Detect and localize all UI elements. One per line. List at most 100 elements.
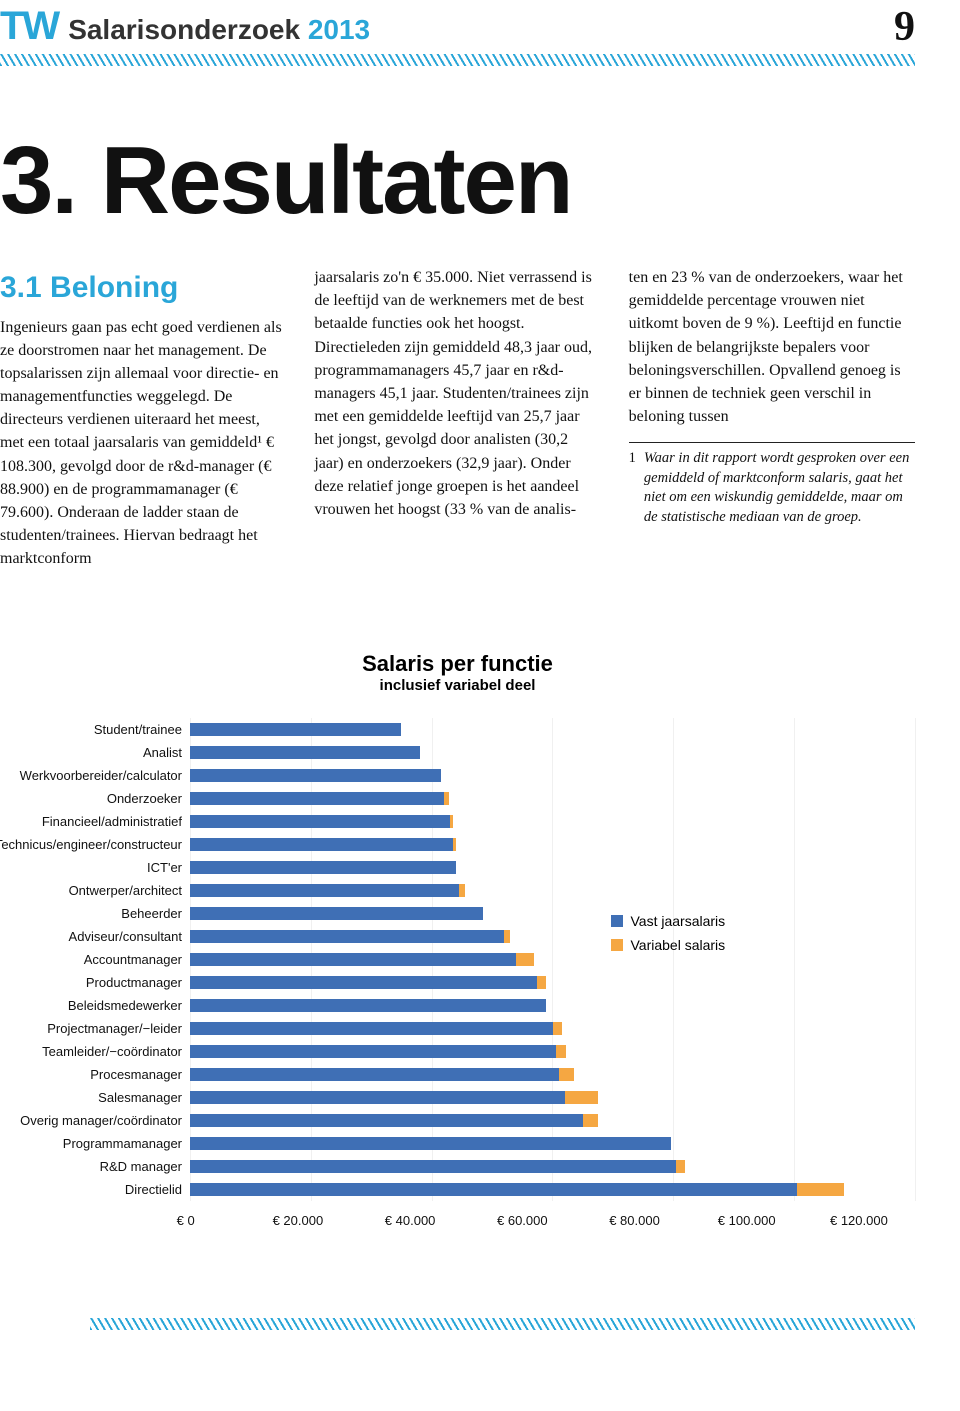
chart-y-label: Teamleider/−coördinator <box>0 1040 190 1063</box>
body-col2-text: jaarsalaris zo'n € 35.000. Niet verrasse… <box>314 266 600 521</box>
chart-bar-row <box>190 1178 915 1201</box>
legend-swatch <box>611 915 623 927</box>
chart-y-label: R&D manager <box>0 1155 190 1178</box>
bar-fixed <box>190 723 401 736</box>
chart-bar-row <box>190 1109 915 1132</box>
bar-variable <box>559 1068 574 1081</box>
col-2: jaarsalaris zo'n € 35.000. Niet verrasse… <box>314 266 600 521</box>
chart-y-label: Student/trainee <box>0 718 190 741</box>
chart-bar-row <box>190 810 915 833</box>
page-number: 9 <box>894 6 915 48</box>
survey-title: Salarisonderzoek 2013 <box>68 14 370 46</box>
subsection-heading: 3.1 Beloning <box>0 266 286 310</box>
chart-y-labels: Student/traineeAnalistWerkvoorbereider/c… <box>0 718 190 1201</box>
bar-fixed <box>190 953 516 966</box>
chart-bar-row <box>190 902 915 925</box>
footnote-separator <box>629 442 915 443</box>
bar-variable <box>583 1114 598 1127</box>
chart-bar-row <box>190 948 915 971</box>
footer-rule <box>90 1318 915 1330</box>
bar-fixed <box>190 861 456 874</box>
bar-fixed <box>190 999 546 1012</box>
chart-y-label: Beheerder <box>0 902 190 925</box>
body-col3-text: ten en 23 % van de onderzoekers, waar he… <box>629 266 915 428</box>
brand-block: TW Salarisonderzoek 2013 <box>0 6 370 46</box>
chart-y-label: Ontwerper/architect <box>0 879 190 902</box>
chart-bar-row <box>190 718 915 741</box>
chart-bar-row <box>190 1155 915 1178</box>
chart-bar-row <box>190 1132 915 1155</box>
bar-variable <box>565 1091 598 1104</box>
chart-legend: Vast jaarsalaris Variabel salaris <box>611 913 726 953</box>
chart-plot: Vast jaarsalaris Variabel salaris <box>190 718 915 1201</box>
body-columns: 3.1 Beloning Ingenieurs gaan pas echt go… <box>0 266 915 571</box>
bar-variable <box>504 930 510 943</box>
bar-fixed <box>190 884 459 897</box>
bar-variable <box>537 976 546 989</box>
chart-y-label: Beleidsmedewerker <box>0 994 190 1017</box>
bar-fixed <box>190 907 483 920</box>
chart-bar-row <box>190 787 915 810</box>
legend-item: Variabel salaris <box>611 937 726 953</box>
bar-fixed <box>190 769 441 782</box>
chart-title: Salaris per functie <box>0 651 915 677</box>
bar-fixed <box>190 930 504 943</box>
x-tick: € 60.000 <box>466 1213 578 1228</box>
chart-y-label: Productmanager <box>0 971 190 994</box>
bar-variable <box>453 838 457 851</box>
bar-fixed <box>190 792 444 805</box>
bar-fixed <box>190 815 450 828</box>
legend-swatch <box>611 939 623 951</box>
legend-item: Vast jaarsalaris <box>611 913 726 929</box>
bar-fixed <box>190 1160 676 1173</box>
bar-variable <box>516 953 534 966</box>
bar-fixed <box>190 1022 553 1035</box>
chart-bar-row <box>190 833 915 856</box>
section-heading: 3. Resultaten <box>0 126 915 236</box>
chart-y-label: Salesmanager <box>0 1086 190 1109</box>
footnote-text: Waar in dit rapport wordt gesproken over… <box>644 449 915 527</box>
chart-y-label: Analist <box>0 741 190 764</box>
footnote: 1 Waar in dit rapport wordt gesproken ov… <box>629 449 915 527</box>
col-1: 3.1 Beloning Ingenieurs gaan pas echt go… <box>0 266 286 571</box>
x-tick: € 80.000 <box>578 1213 690 1228</box>
bar-fixed <box>190 1091 565 1104</box>
chart-bar-row <box>190 764 915 787</box>
chart-y-label: Financieel/administratief <box>0 810 190 833</box>
survey-title-prefix: Salarisonderzoek <box>68 14 300 45</box>
bar-fixed <box>190 1137 671 1150</box>
chart-bar-row <box>190 879 915 902</box>
chart-y-label: Programmamanager <box>0 1132 190 1155</box>
brand-logo: TW <box>0 6 58 46</box>
bar-fixed <box>190 1183 797 1196</box>
chart-bar-row <box>190 1017 915 1040</box>
bar-variable <box>450 815 454 828</box>
chart-y-label: Projectmanager/−leider <box>0 1017 190 1040</box>
chart-y-label: Directielid <box>0 1178 190 1201</box>
chart-y-label: Technicus/engineer/constructeur <box>0 833 190 856</box>
bar-variable <box>459 884 465 897</box>
chart-bar-row <box>190 856 915 879</box>
chart-bar-row <box>190 1063 915 1086</box>
chart-plot-area: Student/traineeAnalistWerkvoorbereider/c… <box>0 718 915 1201</box>
bar-variable <box>444 792 449 805</box>
x-tick: € 40.000 <box>354 1213 466 1228</box>
chart-y-label: Accountmanager <box>0 948 190 971</box>
bar-fixed <box>190 838 453 851</box>
bar-fixed <box>190 976 537 989</box>
chart-y-label: Onderzoeker <box>0 787 190 810</box>
grid-line <box>915 718 916 1201</box>
x-tick: € 20.000 <box>242 1213 354 1228</box>
chart-y-label: Adviseur/consultant <box>0 925 190 948</box>
bar-variable <box>797 1183 844 1196</box>
footnote-number: 1 <box>629 449 636 527</box>
x-tick: € 100.000 <box>691 1213 803 1228</box>
bar-variable <box>676 1160 685 1173</box>
bar-fixed <box>190 1045 556 1058</box>
chart-bar-row <box>190 1086 915 1109</box>
chart-subtitle: inclusief variabel deel <box>0 677 915 694</box>
bar-fixed <box>190 1114 583 1127</box>
chart-y-label: Werkvoorbereider/calculator <box>0 764 190 787</box>
body-col1-text: Ingenieurs gaan pas echt goed verdienen … <box>0 316 286 571</box>
chart-bar-row <box>190 741 915 764</box>
